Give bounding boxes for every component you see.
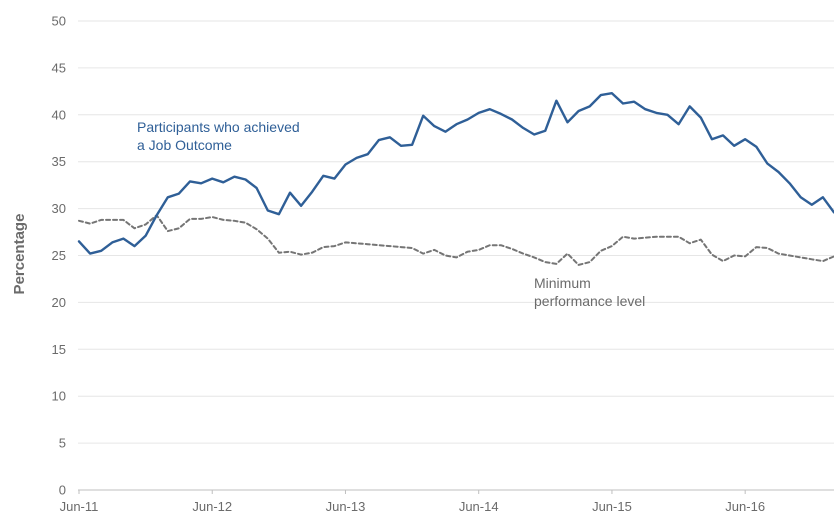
series-line-minimum-performance [78,214,834,266]
series-layer [77,91,834,266]
y-tick-label: 15 [52,342,66,357]
y-tick-label: 0 [59,483,66,498]
y-tick-label: 50 [52,14,66,29]
annotation-minimum-line-1: Minimum [534,275,591,291]
x-axis-ticks: Jun-11 Jun-12 Jun-13 Jun-14 Jun-15 Jun-16 [60,490,765,514]
annotation-job-outcome-line-1: Participants who achieved [137,119,300,135]
y-axis-label: Percentage [11,214,28,295]
gridlines [78,20,834,444]
series-annotation-job-outcome: Participants who achieved a Job Outcome [137,119,300,153]
y-tick-label: 40 [52,107,66,122]
x-tick-label: Jun-12 [192,499,232,514]
x-tick-label: Jun-15 [592,499,632,514]
x-tick-label: Jun-16 [725,499,765,514]
y-tick-label: 10 [52,389,66,404]
x-tick-label: Jun-13 [326,499,366,514]
y-tick-label: 35 [52,154,66,169]
y-tick-label: 20 [52,295,66,310]
y-tick-label: 45 [52,60,66,75]
annotation-minimum-line-2: performance level [534,293,645,309]
annotation-job-outcome-line-2: a Job Outcome [137,137,232,153]
series-annotation-minimum-performance: Minimum performance level [534,275,645,309]
y-tick-label: 30 [52,201,66,216]
y-tick-label: 5 [59,436,66,451]
x-tick-label: Jun-14 [459,499,499,514]
series-line-job-outcome [77,91,834,255]
y-axis-ticks: 0 5 10 15 20 25 30 35 40 45 50 [52,14,66,498]
x-tick-label: Jun-11 [60,499,99,514]
y-tick-label: 25 [52,248,66,263]
